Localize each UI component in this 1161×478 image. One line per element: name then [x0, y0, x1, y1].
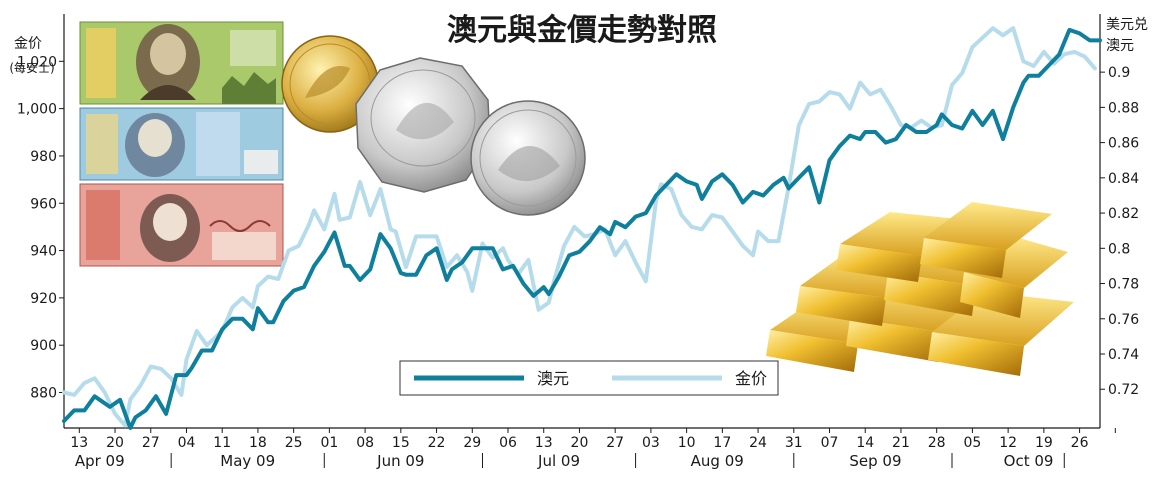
month-label: Oct 09 [1004, 452, 1054, 470]
x-tick-label: 11 [213, 435, 231, 451]
aud-series-line [62, 27, 1102, 430]
coins-illustration [281, 35, 586, 216]
month-label: Apr 09 [75, 452, 125, 470]
x-tick-label: 04 [178, 435, 196, 451]
left-axis-title: 金价 [14, 36, 42, 52]
right-tick-label: 0.8 [1108, 241, 1130, 257]
left-tick-label: 1,020 [17, 54, 57, 70]
right-tick-label: 0.9 [1108, 65, 1130, 81]
left-tick-label: 880 [30, 386, 57, 402]
right-tick-label: 0.84 [1108, 171, 1139, 187]
x-tick-label: 20 [571, 435, 589, 451]
month-label: May 09 [220, 452, 275, 470]
silver-coin-10-cents [470, 100, 586, 216]
right-tick-label: 0.76 [1108, 312, 1139, 328]
x-tick-label: 22 [428, 435, 446, 451]
right-tick-label: 0.82 [1108, 206, 1139, 222]
x-axis-month-labels: Apr 09 May 09 Jun 09 Jul 09 Aug 09 Sep 09 Oct … [75, 452, 1065, 470]
right-axis-title-line1: 美元兑 [1106, 17, 1148, 33]
x-tick-label: 26 [1071, 435, 1089, 451]
x-tick-label: 13 [535, 435, 553, 451]
legend-label-aud: 澳元 [537, 369, 569, 388]
left-tick-label: 1,000 [17, 102, 57, 118]
banknote-20-image [79, 183, 284, 267]
x-tick-label: 14 [856, 435, 874, 451]
x-tick-label: 19 [1035, 435, 1053, 451]
right-axis-title-line2: 澳元 [1106, 38, 1134, 54]
x-tick-label: 15 [392, 435, 410, 451]
x-tick-label: 29 [463, 435, 481, 451]
silver-coin-50-cents [355, 57, 491, 193]
month-label: Sep 09 [849, 452, 901, 470]
x-tick-label: 28 [928, 435, 946, 451]
x-tick-label: 10 [678, 435, 696, 451]
x-tick-label: 03 [642, 435, 660, 451]
banknotes-illustration [79, 21, 284, 267]
left-tick-label: 940 [30, 244, 57, 260]
x-tick-label: 06 [499, 435, 517, 451]
left-tick-label: 960 [30, 196, 57, 212]
month-label: Jun 09 [376, 452, 424, 470]
x-tick-label: 25 [285, 435, 303, 451]
legend-label-gold: 金价 [735, 369, 767, 388]
x-tick-label: 05 [963, 435, 981, 451]
month-label: Jul 09 [537, 452, 580, 470]
x-axis-ticks: 13 20 27 04 11 18 25 01 08 15 22 29 06 13 20 27 03 10 17 24… [70, 428, 1116, 451]
right-tick-label: 0.86 [1108, 136, 1139, 152]
series-lines [62, 26, 1102, 430]
legend: 澳元 金价 [399, 360, 779, 396]
left-tick-label: 980 [30, 149, 57, 165]
x-tick-label: 31 [785, 435, 803, 451]
x-tick-label: 27 [606, 435, 624, 451]
x-tick-label: 13 [70, 435, 88, 451]
x-tick-label: 12 [999, 435, 1017, 451]
gold-bars-illustration [766, 202, 1074, 376]
right-tick-label: 0.78 [1108, 277, 1139, 293]
x-tick-label: 01 [320, 435, 338, 451]
banknote-50-image [79, 107, 284, 181]
left-tick-label: 920 [30, 291, 57, 307]
x-tick-label: 07 [821, 435, 839, 451]
gold-series-line [62, 26, 1097, 428]
x-tick-label: 17 [713, 435, 731, 451]
x-tick-label: 24 [749, 435, 767, 451]
x-tick-label: 18 [249, 435, 267, 451]
axes [63, 14, 1101, 429]
left-axis-subtitle: (每安士) [9, 60, 54, 75]
left-axis-ticks: 880 900 920 940 960 980 1,000 1,020 [17, 54, 64, 402]
month-label: Aug 09 [691, 452, 744, 470]
x-tick-label: 27 [142, 435, 160, 451]
right-axis-ticks: 0.72 0.74 0.76 0.78 0.8 0.82 0.84 0.86 0.88 0.9 [1100, 65, 1139, 398]
x-tick-label: 21 [892, 435, 910, 451]
x-tick-label: 20 [106, 435, 124, 451]
banknote-100-image [79, 21, 284, 105]
right-tick-label: 0.74 [1108, 347, 1139, 363]
left-tick-label: 900 [30, 338, 57, 354]
chart-title: 澳元與金價走勢對照 [447, 13, 717, 48]
x-tick-label: 08 [356, 435, 374, 451]
right-tick-label: 0.88 [1108, 100, 1139, 116]
right-tick-label: 0.72 [1108, 382, 1139, 398]
